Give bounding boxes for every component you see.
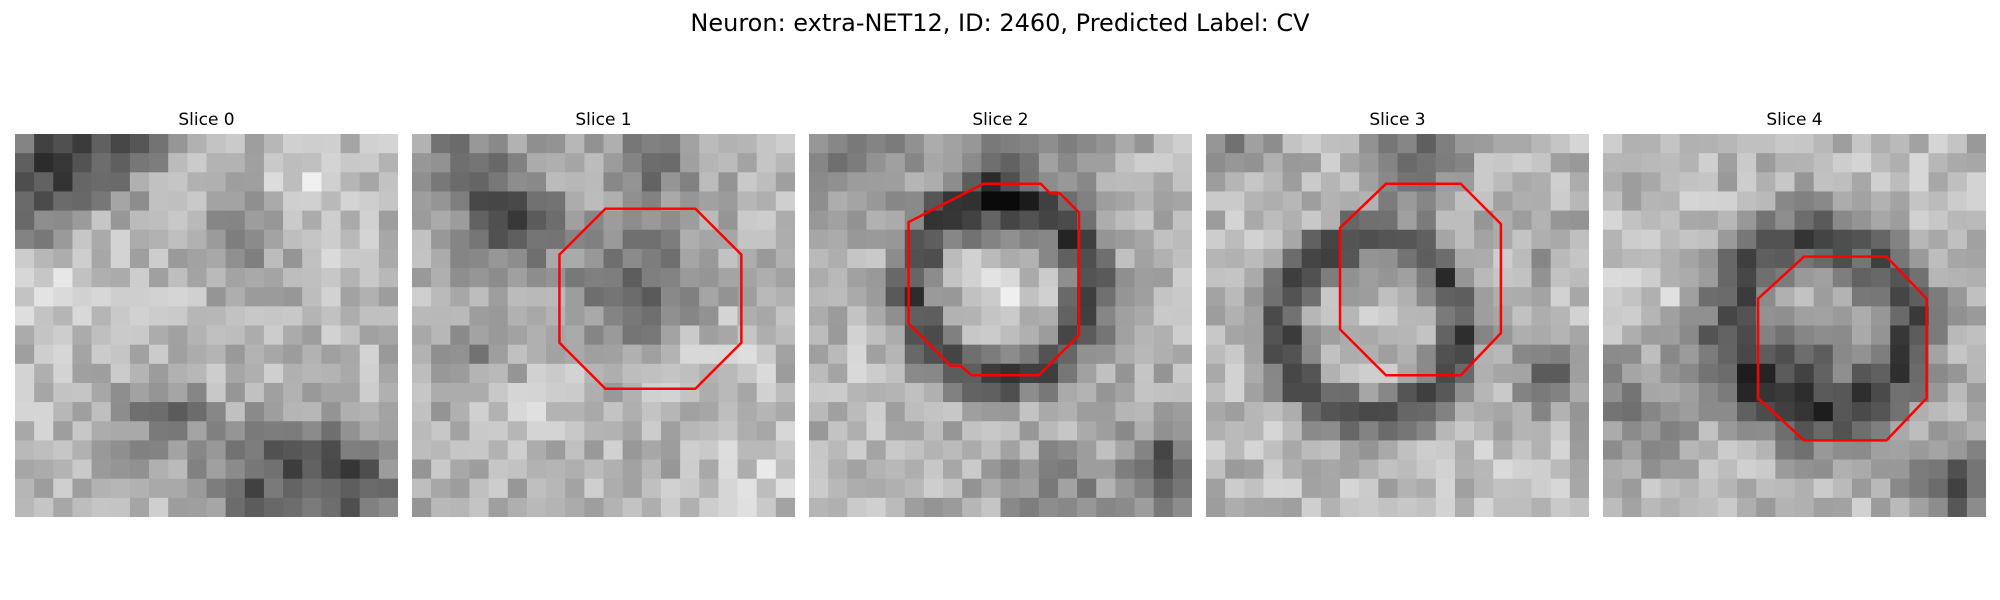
slice-1-title: Slice 1: [412, 110, 795, 130]
slice-4-title: Slice 4: [1603, 110, 1986, 130]
slice-1-pixels: [412, 134, 795, 517]
slice-0-title: Slice 0: [15, 110, 398, 130]
slice-3-image: [1206, 134, 1589, 517]
slice-3-title: Slice 3: [1206, 110, 1589, 130]
slice-4-image: [1603, 134, 1986, 517]
slice-0-pixels: [15, 134, 398, 517]
slice-4-pixels: [1603, 134, 1986, 517]
slice-1-image: [412, 134, 795, 517]
slice-2-pixels: [809, 134, 1192, 517]
slice-3-pixels: [1206, 134, 1589, 517]
slice-2-title: Slice 2: [809, 110, 1192, 130]
figure-title: Neuron: extra-NET12, ID: 2460, Predicted…: [0, 8, 2000, 38]
slice-0-image: [15, 134, 398, 517]
slice-2-image: [809, 134, 1192, 517]
